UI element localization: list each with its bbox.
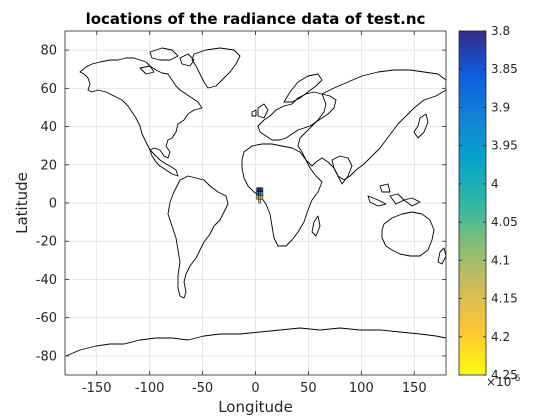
coastline-india bbox=[331, 155, 353, 185]
coastline-indonesia bbox=[367, 183, 421, 207]
y-tick-label: 0 bbox=[49, 197, 57, 212]
x-tick-label: -100 bbox=[135, 381, 165, 396]
coastline-arctic-islands bbox=[139, 47, 195, 75]
data-point bbox=[258, 198, 262, 204]
coastline-asia bbox=[297, 69, 446, 181]
y-tick-label: 60 bbox=[40, 82, 57, 97]
y-tick-label: 40 bbox=[40, 120, 57, 135]
grid bbox=[65, 31, 446, 375]
colorbar-exponent-label: ×10-6 bbox=[486, 374, 521, 389]
chart-title: locations of the radiance data of test.n… bbox=[86, 10, 426, 28]
coastline-europe bbox=[257, 91, 337, 141]
x-axis-label: Longitude bbox=[218, 398, 293, 416]
colorbar-tick-label: 4.2 bbox=[491, 330, 510, 344]
colorbar-tick-label: 3.9 bbox=[491, 100, 510, 114]
coastline-australia bbox=[381, 211, 435, 257]
data-point bbox=[258, 195, 262, 200]
y-tick-label: -40 bbox=[36, 273, 57, 288]
colorbar-tick-label: 3.85 bbox=[491, 62, 518, 76]
coastline-north-america bbox=[79, 57, 203, 177]
coastline-africa bbox=[241, 143, 323, 247]
x-tick-label: 150 bbox=[402, 381, 427, 396]
data-point bbox=[260, 191, 264, 196]
data-point bbox=[256, 187, 259, 192]
data-point bbox=[258, 187, 262, 192]
x-tick-label: 0 bbox=[251, 381, 259, 396]
coastline-british-isles bbox=[251, 103, 269, 119]
colorbar-tick-label: 4.1 bbox=[491, 253, 510, 267]
colorbar-tick-label: 4.25 bbox=[491, 368, 518, 382]
colorbar-tick-label: 3.8 bbox=[491, 24, 510, 38]
x-tick-label: 100 bbox=[349, 381, 374, 396]
data-point bbox=[256, 191, 259, 196]
coastline-scandinavia bbox=[283, 73, 323, 103]
y-tick-label: -80 bbox=[36, 349, 57, 364]
colorbar-ticks: 3.8 3.85 3.9 3.95 4 4.05 4.1 4.15 4.2 4.25 bbox=[459, 24, 518, 382]
colorbar-tick-label: 4.05 bbox=[491, 215, 518, 229]
world-coastlines bbox=[65, 47, 446, 357]
data-points bbox=[256, 187, 264, 204]
y-tick-label: -20 bbox=[36, 235, 57, 250]
data-point bbox=[260, 187, 264, 192]
x-tick-label: 50 bbox=[300, 381, 317, 396]
colorbar-exponent-base: ×10 bbox=[486, 375, 511, 389]
coastline-madagascar bbox=[311, 215, 321, 237]
coastline-south-america bbox=[167, 175, 229, 299]
axis-ticks: -150 -100 -50 0 50 100 150 -80 -60 -40 -20 0 20 40 60 8… bbox=[36, 31, 446, 396]
coastline-greenland bbox=[191, 47, 241, 89]
data-point bbox=[256, 195, 259, 200]
colorbar-tick-label: 3.95 bbox=[491, 139, 518, 153]
x-tick-label: -50 bbox=[192, 381, 213, 396]
y-tick-label: 20 bbox=[40, 158, 57, 173]
data-point bbox=[258, 191, 262, 196]
y-tick-label: -60 bbox=[36, 311, 57, 326]
colorbar-tick-label: 4 bbox=[491, 177, 499, 191]
colorbar-tick-label: 4.15 bbox=[491, 292, 518, 306]
colorbar-exponent-power: -6 bbox=[511, 374, 520, 384]
x-tick-label: -150 bbox=[82, 381, 112, 396]
coastline-new-zealand bbox=[437, 247, 446, 265]
y-tick-label: 80 bbox=[40, 44, 57, 59]
coastline-japan bbox=[413, 113, 429, 139]
colorbar bbox=[458, 30, 487, 376]
data-point bbox=[260, 195, 264, 200]
coastline-antarctica bbox=[65, 327, 446, 357]
y-axis-label: Latitude bbox=[13, 172, 31, 234]
